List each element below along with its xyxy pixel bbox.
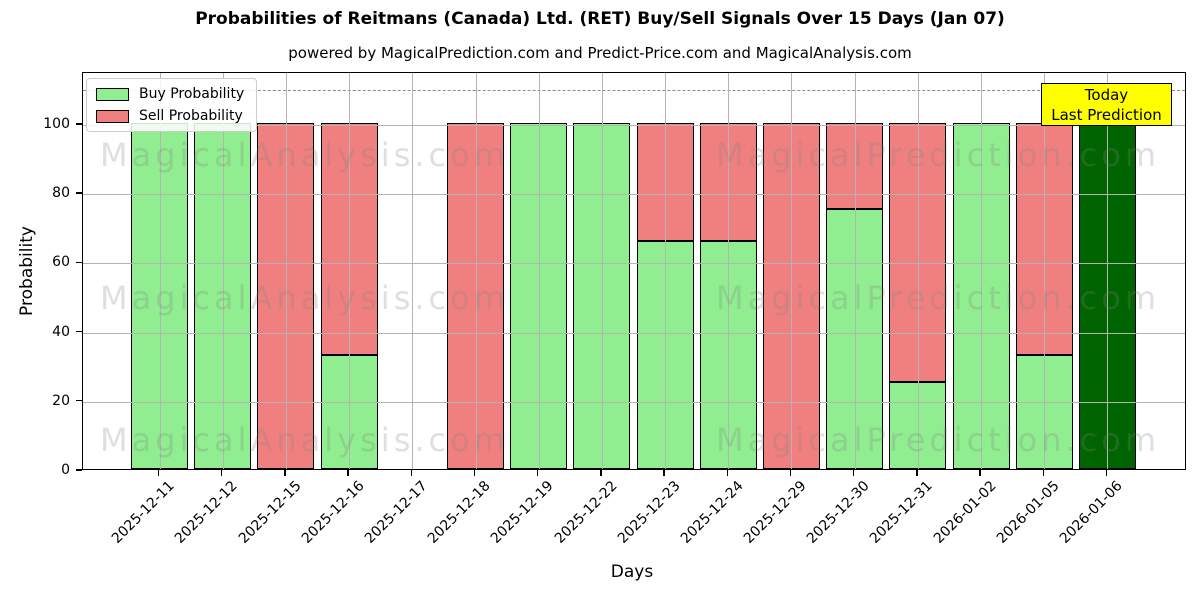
x-gridline-2025-12-18 (475, 73, 477, 469)
x-tick-label-2026-01-05: 2026-01-05 (993, 478, 1063, 547)
x-gridline-2025-12-24 (728, 73, 730, 469)
x-tick-mark-2026-01-06 (1105, 470, 1108, 476)
y-tick-mark-40 (76, 330, 82, 333)
x-tick-mark-2025-12-31 (916, 470, 918, 476)
buy-color-swatch (96, 87, 129, 101)
x-tick-mark-2025-12-11 (157, 470, 160, 476)
y-tick-label-80: 80 (52, 185, 70, 202)
x-tick-mark-2025-12-19 (537, 470, 539, 476)
chart-title: Probabilities of Reitmans (Canada) Ltd. … (195, 9, 1005, 29)
x-gridline-2025-12-31 (917, 73, 919, 469)
x-tick-mark-2025-12-24 (726, 470, 728, 476)
x-tick-label-2025-12-16: 2025-12-16 (298, 478, 368, 547)
chart-subtitle: powered by MagicalPrediction.com and Pre… (288, 44, 912, 62)
x-tick-label-2025-12-18: 2025-12-18 (424, 478, 494, 547)
x-tick-label-2025-12-29: 2025-12-29 (740, 478, 810, 547)
x-tick-mark-2025-12-16 (347, 470, 349, 476)
y-tick-mark-60 (76, 261, 82, 264)
x-tick-mark-2025-12-23 (663, 470, 665, 476)
x-tick-mark-2025-12-22 (600, 470, 602, 476)
sell-color-swatch (96, 109, 129, 123)
x-gridline-2025-12-12 (222, 73, 224, 469)
y-tick-label-40: 40 (52, 323, 70, 340)
x-gridline-2026-01-05 (1044, 73, 1046, 469)
y-tick-label-60: 60 (52, 254, 70, 271)
x-tick-mark-2025-12-17 (410, 470, 413, 476)
y-tick-mark-0 (76, 469, 82, 471)
legend-item-sell: Sell Probability (96, 108, 244, 124)
x-tick-label-2025-12-12: 2025-12-12 (172, 478, 242, 547)
buy-legend-label: Buy Probability (139, 86, 245, 102)
y-tick-label-0: 0 (61, 462, 70, 478)
x-tick-mark-2025-12-18 (473, 470, 476, 476)
x-tick-label-2025-12-31: 2025-12-31 (867, 478, 937, 547)
x-gridline-2025-12-29 (791, 73, 793, 469)
x-tick-label-2025-12-22: 2025-12-22 (551, 478, 621, 547)
x-tick-mark-2025-12-30 (852, 470, 855, 476)
y-gridline-20 (83, 401, 1185, 403)
y-tick-mark-20 (76, 400, 82, 402)
y-tick-mark-80 (76, 192, 82, 194)
y-gridline-80 (83, 194, 1185, 196)
dashed-guide-line (83, 90, 1185, 92)
x-gridline-2025-12-23 (665, 73, 667, 469)
x-tick-mark-2025-12-29 (789, 470, 792, 476)
y-tick-label-100: 100 (43, 115, 70, 132)
x-gridline-2025-12-30 (854, 73, 856, 469)
x-gridline-2026-01-02 (981, 73, 983, 469)
y-tick-label-20: 20 (52, 392, 70, 409)
x-tick-mark-2025-12-15 (284, 470, 286, 476)
legend-item-buy: Buy Probability (96, 86, 244, 102)
x-tick-label-2025-12-17: 2025-12-17 (361, 478, 431, 547)
x-tick-label-2026-01-02: 2026-01-02 (930, 478, 1000, 547)
x-gridline-2025-12-22 (601, 73, 603, 469)
today-annotation-line1: Today (1084, 85, 1129, 104)
plot-area: Buy Probability Sell Probability Today L… (82, 72, 1186, 470)
x-tick-label-2025-12-19: 2025-12-19 (488, 478, 558, 547)
today-annotation-line2: Last Prediction (1051, 105, 1162, 124)
today-annotation-box: Today Last Prediction (1041, 83, 1172, 126)
x-gridline-2025-12-17 (412, 73, 414, 469)
x-tick-mark-2026-01-05 (1042, 470, 1044, 476)
x-gridline-2026-01-06 (1107, 73, 1109, 469)
x-tick-mark-2025-12-12 (221, 470, 223, 476)
x-axis-label: Days (610, 562, 654, 582)
x-gridline-2025-12-11 (159, 73, 161, 469)
y-tick-mark-100 (76, 123, 82, 125)
x-tick-label-2025-12-30: 2025-12-30 (804, 478, 873, 547)
y-gridline-40 (83, 332, 1185, 334)
x-tick-label-2025-12-24: 2025-12-24 (677, 478, 747, 547)
x-gridline-2025-12-19 (538, 73, 540, 469)
x-tick-label-2026-01-06: 2026-01-06 (1056, 478, 1126, 547)
x-tick-label-2025-12-11: 2025-12-11 (109, 478, 178, 547)
x-tick-label-2025-12-23: 2025-12-23 (614, 478, 684, 547)
y-gridline-100 (83, 124, 1185, 126)
sell-legend-label: Sell Probability (139, 108, 243, 124)
x-tick-label-2025-12-15: 2025-12-15 (235, 478, 305, 547)
x-gridline-2025-12-15 (285, 73, 287, 469)
x-gridline-2025-12-16 (349, 73, 351, 469)
y-gridline-60 (83, 263, 1185, 265)
x-tick-mark-2026-01-02 (979, 470, 981, 476)
legend: Buy Probability Sell Probability (86, 78, 258, 132)
